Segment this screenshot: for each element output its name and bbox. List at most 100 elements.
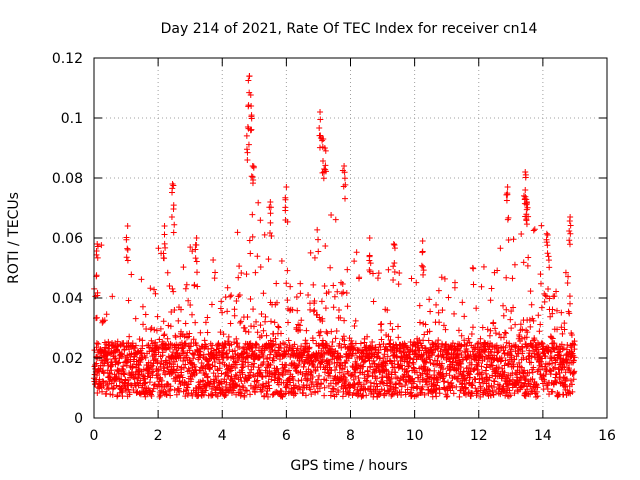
data-point (93, 340, 100, 347)
data-point (164, 380, 171, 387)
data-point (520, 259, 527, 266)
data-point (416, 319, 423, 326)
data-point (364, 378, 371, 385)
data-point (451, 279, 458, 286)
data-point (375, 270, 382, 277)
data-point (340, 183, 347, 190)
data-point (173, 367, 180, 374)
data-point (414, 384, 421, 391)
data-point (367, 383, 374, 390)
data-point (335, 388, 342, 395)
data-point (217, 305, 224, 312)
data-point (192, 319, 199, 326)
data-point (523, 201, 530, 208)
data-point (308, 391, 315, 398)
data-point (465, 335, 472, 342)
data-point (233, 372, 240, 379)
data-point (530, 317, 537, 324)
data-point (268, 376, 275, 383)
data-point (333, 363, 340, 370)
data-point (275, 323, 282, 330)
data-point (108, 367, 115, 374)
data-point (252, 383, 259, 390)
data-point (531, 226, 538, 233)
data-point (248, 103, 255, 109)
data-point (190, 355, 197, 362)
data-point (500, 302, 507, 309)
data-point (475, 359, 482, 366)
data-point (404, 386, 411, 393)
x-tick-label: 4 (218, 428, 227, 444)
data-point (455, 375, 462, 382)
data-point (570, 357, 577, 364)
data-point (478, 283, 485, 290)
data-point (529, 343, 536, 350)
data-point (538, 304, 545, 311)
data-point (316, 372, 323, 379)
data-point (278, 330, 285, 337)
data-point (566, 300, 573, 307)
y-tick-label: 0.04 (52, 291, 83, 307)
y-tick-label: 0.06 (52, 231, 83, 247)
data-point (239, 371, 246, 378)
data-point (327, 372, 334, 379)
data-point (270, 340, 277, 347)
data-point (507, 392, 514, 399)
data-point (504, 191, 511, 198)
data-point (513, 382, 520, 389)
data-point (149, 388, 156, 395)
data-point (170, 349, 177, 356)
data-point (523, 343, 530, 350)
data-point (219, 386, 226, 393)
data-point (179, 374, 186, 381)
data-point (366, 257, 373, 264)
data-point (539, 355, 546, 362)
data-point (224, 308, 231, 315)
data-point (160, 332, 167, 339)
data-point (166, 282, 173, 289)
data-point (422, 321, 429, 328)
data-point (405, 363, 412, 370)
data-point (566, 217, 573, 224)
data-point (517, 321, 524, 328)
data-point (448, 379, 455, 386)
data-point (233, 298, 240, 305)
data-point (351, 369, 358, 376)
data-point (426, 356, 433, 363)
data-point (204, 329, 211, 336)
data-point (423, 370, 430, 377)
data-point (365, 372, 372, 379)
data-point (511, 390, 518, 397)
data-point (496, 382, 503, 389)
data-point (265, 256, 272, 263)
data-point (273, 280, 280, 287)
data-point (429, 349, 436, 356)
grid-lines (94, 58, 607, 418)
data-point (533, 388, 540, 395)
data-point (386, 340, 393, 347)
data-point (184, 384, 191, 391)
data-point (553, 371, 560, 378)
data-point (435, 376, 442, 383)
data-point (190, 336, 197, 343)
data-point (377, 321, 384, 328)
data-point (342, 385, 349, 392)
data-point (391, 241, 398, 248)
data-point (167, 323, 174, 330)
data-point (522, 193, 529, 200)
data-point (400, 374, 407, 381)
data-point (328, 328, 335, 335)
data-point (260, 290, 267, 297)
data-point (534, 393, 541, 400)
data-points (90, 73, 578, 400)
data-point (341, 169, 348, 176)
data-point (557, 352, 564, 359)
data-point (182, 393, 189, 400)
data-point (170, 206, 177, 213)
data-point (239, 364, 246, 371)
data-point (567, 222, 574, 229)
y-tick-label: 0 (74, 411, 83, 427)
data-point (255, 382, 262, 389)
data-point (171, 307, 178, 314)
data-point (331, 360, 338, 367)
